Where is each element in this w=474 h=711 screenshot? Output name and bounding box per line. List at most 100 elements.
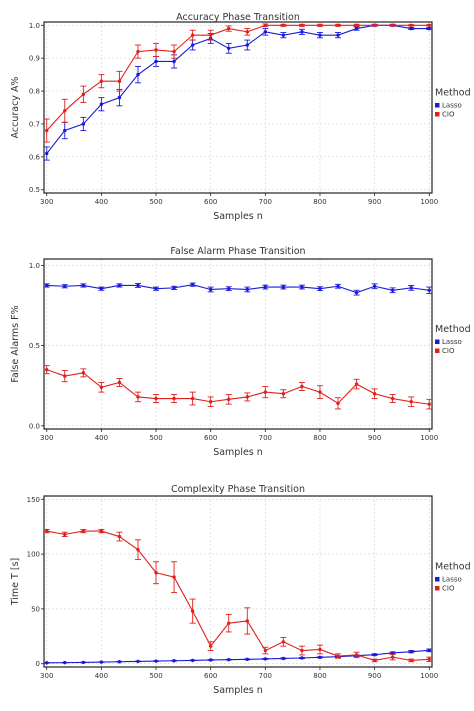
x-tick-label: 400 [95, 672, 108, 680]
data-point [409, 649, 413, 654]
legend-label-lasso: Lasso [442, 338, 462, 346]
x-axis-label: Samples n [213, 447, 263, 458]
legend-swatch-cio [435, 586, 440, 591]
series-cio [43, 23, 433, 143]
x-tick-label: 800 [313, 672, 326, 680]
data-point [318, 647, 322, 652]
data-point [427, 402, 431, 406]
x-tick-label: 300 [40, 672, 53, 680]
data-point [99, 102, 104, 106]
y-tick-label: 0.9 [29, 55, 40, 63]
y-axis-label: False Alarms F% [10, 305, 21, 382]
data-point [208, 658, 213, 662]
data-point [208, 644, 213, 648]
data-point [372, 23, 377, 27]
data-point [172, 49, 176, 54]
legend-swatch-lasso [435, 339, 440, 344]
data-point [190, 33, 195, 37]
data-point [300, 30, 304, 34]
legend-swatch-cio [435, 112, 440, 117]
legend-title: Method [435, 88, 471, 99]
data-point [300, 384, 304, 389]
data-point [136, 72, 140, 77]
data-point [154, 396, 158, 401]
legend-label-cio: CIO [442, 347, 455, 355]
data-point [99, 385, 104, 390]
data-point [336, 33, 340, 37]
x-tick-label: 300 [40, 198, 53, 206]
series-line-cio [46, 369, 430, 405]
legend-title: Method [435, 324, 471, 335]
data-point [318, 286, 322, 291]
data-point [336, 401, 340, 406]
data-point [154, 286, 158, 291]
data-point [208, 287, 213, 292]
x-tick-label: 900 [368, 434, 381, 442]
grid-lines [44, 259, 432, 429]
series-lasso [43, 648, 433, 665]
data-point [172, 59, 176, 64]
x-tick-label: 700 [259, 672, 272, 680]
data-point [245, 657, 249, 662]
series-cio [43, 528, 433, 663]
y-tick-label: 1.0 [29, 262, 40, 270]
data-point [354, 653, 359, 657]
data-point [300, 23, 304, 27]
data-point [117, 95, 122, 100]
series-cio [43, 365, 433, 410]
chart-title: Complexity Phase Transition [171, 484, 305, 495]
data-point [117, 534, 122, 539]
x-axis-label: Samples n [213, 685, 263, 696]
data-point [336, 284, 340, 288]
data-point [172, 286, 176, 290]
data-point [281, 640, 286, 644]
data-point [263, 390, 268, 394]
data-point [354, 382, 359, 386]
data-point [99, 79, 104, 83]
data-point [409, 658, 413, 663]
data-point [136, 283, 140, 288]
data-point [336, 654, 340, 658]
data-point [354, 23, 359, 27]
data-point [63, 532, 67, 537]
data-point [227, 286, 231, 291]
plot-frame [43, 258, 433, 430]
data-point [281, 392, 286, 396]
x-tick-label: 1000 [420, 198, 438, 206]
data-point [99, 286, 104, 291]
data-point [81, 660, 86, 665]
data-point [99, 660, 104, 664]
x-axis-label: Samples n [213, 211, 263, 222]
data-point [427, 648, 431, 653]
data-point [372, 658, 377, 663]
data-point [409, 23, 413, 27]
data-point [227, 46, 231, 51]
data-point [190, 282, 195, 287]
y-axis-label: Accuracy A% [10, 77, 21, 139]
y-tick-label: 100 [27, 551, 40, 559]
x-tick-label: 500 [149, 434, 162, 442]
x-tick-label: 600 [204, 434, 217, 442]
x-tick-label: 300 [40, 434, 53, 442]
data-point [63, 284, 67, 288]
data-point [45, 283, 49, 288]
data-point [427, 657, 431, 662]
data-point [281, 33, 286, 37]
y-tick-label: 0.6 [29, 153, 41, 161]
data-point [154, 48, 158, 52]
y-tick-label: 0.7 [29, 120, 40, 128]
y-tick-label: 150 [27, 496, 40, 504]
data-point [281, 656, 286, 661]
series-line-cio [46, 24, 430, 131]
data-point [227, 26, 231, 31]
x-tick-label: 1000 [420, 434, 438, 442]
data-point [81, 529, 86, 533]
data-point [409, 26, 413, 31]
x-tick-label: 900 [368, 198, 381, 206]
grid-lines [44, 496, 432, 667]
data-point [318, 33, 322, 37]
data-point [81, 371, 86, 375]
